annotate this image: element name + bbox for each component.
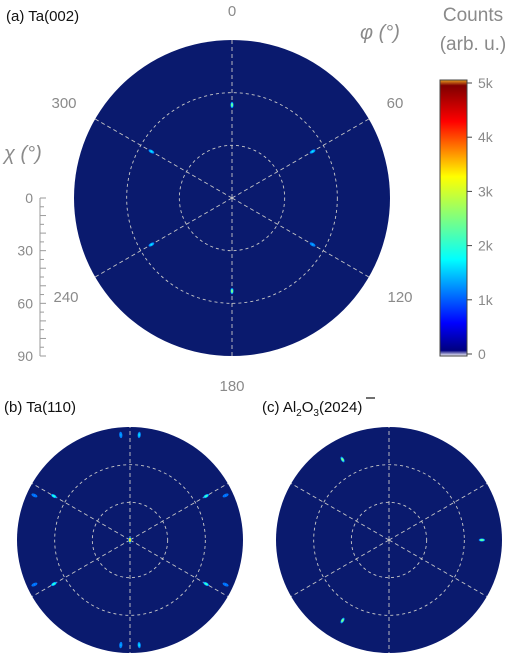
colorbar-tick-label-5: 5k: [478, 75, 494, 91]
disc-a-peak-0: [230, 101, 234, 109]
chi-tick-label-90: 90: [17, 348, 33, 364]
panel-b-label: (b) Ta(110): [4, 399, 76, 416]
disc-a-spoke-240: [94, 197, 233, 278]
disc-b-spoke-60: [129, 483, 229, 541]
disc-b-peak-3: [203, 493, 209, 499]
panel-c: (c) Al2O3(2024): [262, 397, 502, 653]
disc-b-peak-1: [137, 431, 141, 439]
disc-c-peak-0: [340, 456, 345, 463]
phi-angle-label-180: 180: [219, 378, 244, 395]
pole-disc-c: [276, 427, 502, 653]
disc-c-spoke-60: [388, 483, 488, 541]
phi-angle-label-0: 0: [228, 3, 236, 20]
disc-b-peak-9: [222, 493, 229, 498]
disc-a-ring-60: [126, 92, 338, 304]
colorbar-tick-label-0: 0: [478, 346, 486, 362]
colorbar-tick-label-3: 3k: [478, 183, 494, 199]
phi-angle-labels: 0 60 120 180 240 300: [51, 3, 412, 395]
disc-b-peak-5: [203, 581, 209, 587]
disc-b-peak-2: [119, 431, 123, 439]
disc-c-ring-60: [313, 464, 465, 616]
chi-scale: χ (°) 0 30 60 90: [2, 143, 46, 364]
colorbar: Counts (arb. u.) 0 1k 2k 3k 4k 5k: [439, 5, 507, 362]
disc-b-peak-6: [51, 581, 57, 587]
disc-b-peak-8: [119, 641, 123, 649]
pole-disc-a: [74, 40, 390, 356]
disc-c-spoke-300: [290, 483, 390, 541]
colorbar-ticks: 0 1k 2k 3k 4k 5k: [467, 75, 494, 362]
disc-b-peak-7: [137, 641, 141, 649]
chi-axis-label: χ (°): [2, 143, 42, 165]
disc-b-peak-4: [51, 493, 57, 499]
disc-c-spoke-120: [388, 539, 488, 597]
disc-c-ring-30: [350, 501, 428, 579]
chi-tick-label-0: 0: [25, 190, 33, 206]
colorbar-title-1: Counts: [443, 5, 503, 26]
disc-a-peak-3: [230, 287, 234, 295]
phi-angle-label-300: 300: [51, 95, 76, 112]
disc-b-peak-10: [31, 493, 38, 498]
phi-angle-label-120: 120: [387, 289, 412, 306]
disc-b-spoke-300: [31, 483, 131, 541]
panel-b: (b) Ta(110): [4, 399, 243, 653]
pole-disc-b: [17, 427, 243, 653]
panel-a-label: (a) Ta(002): [6, 8, 79, 25]
disc-b-spoke-120: [129, 539, 229, 597]
disc-b-peak-0: [128, 536, 132, 544]
colorbar-tick-label-4: 4k: [478, 129, 494, 145]
disc-b-ring-30: [91, 501, 169, 579]
panel-c-label: (c) Al2O3(2024): [262, 399, 362, 419]
overbar-digit: 2: [341, 399, 349, 416]
colorbar-gradient: [439, 79, 468, 357]
disc-b-spoke-240: [31, 539, 131, 597]
chi-tick-label-30: 30: [17, 243, 33, 259]
phi-angle-label-240: 240: [53, 289, 78, 306]
disc-a-peak-1: [309, 149, 316, 154]
phi-angle-label-60: 60: [387, 95, 404, 112]
disc-a-spoke-300: [94, 118, 233, 199]
chi-tick-label-60: 60: [17, 295, 33, 311]
disc-b-peak-11: [222, 582, 229, 587]
disc-b-peak-12: [31, 582, 38, 587]
disc-c-peak-1: [478, 538, 486, 542]
disc-b-ring-60: [54, 464, 206, 616]
disc-a-spoke-60: [231, 118, 370, 199]
colorbar-title-2: (arb. u.): [440, 34, 507, 55]
disc-a-peak-5: [148, 149, 155, 154]
disc-c-spoke-240: [290, 539, 390, 597]
disc-a-peak-2: [309, 242, 316, 247]
phi-axis-label: φ (°): [360, 22, 400, 44]
colorbar-tick-label-1: 1k: [478, 292, 494, 308]
disc-a-peak-4: [148, 242, 155, 247]
disc-c-peak-2: [340, 617, 345, 624]
colorbar-tick-label-2: 2k: [478, 238, 494, 254]
disc-a-spoke-120: [231, 197, 370, 278]
